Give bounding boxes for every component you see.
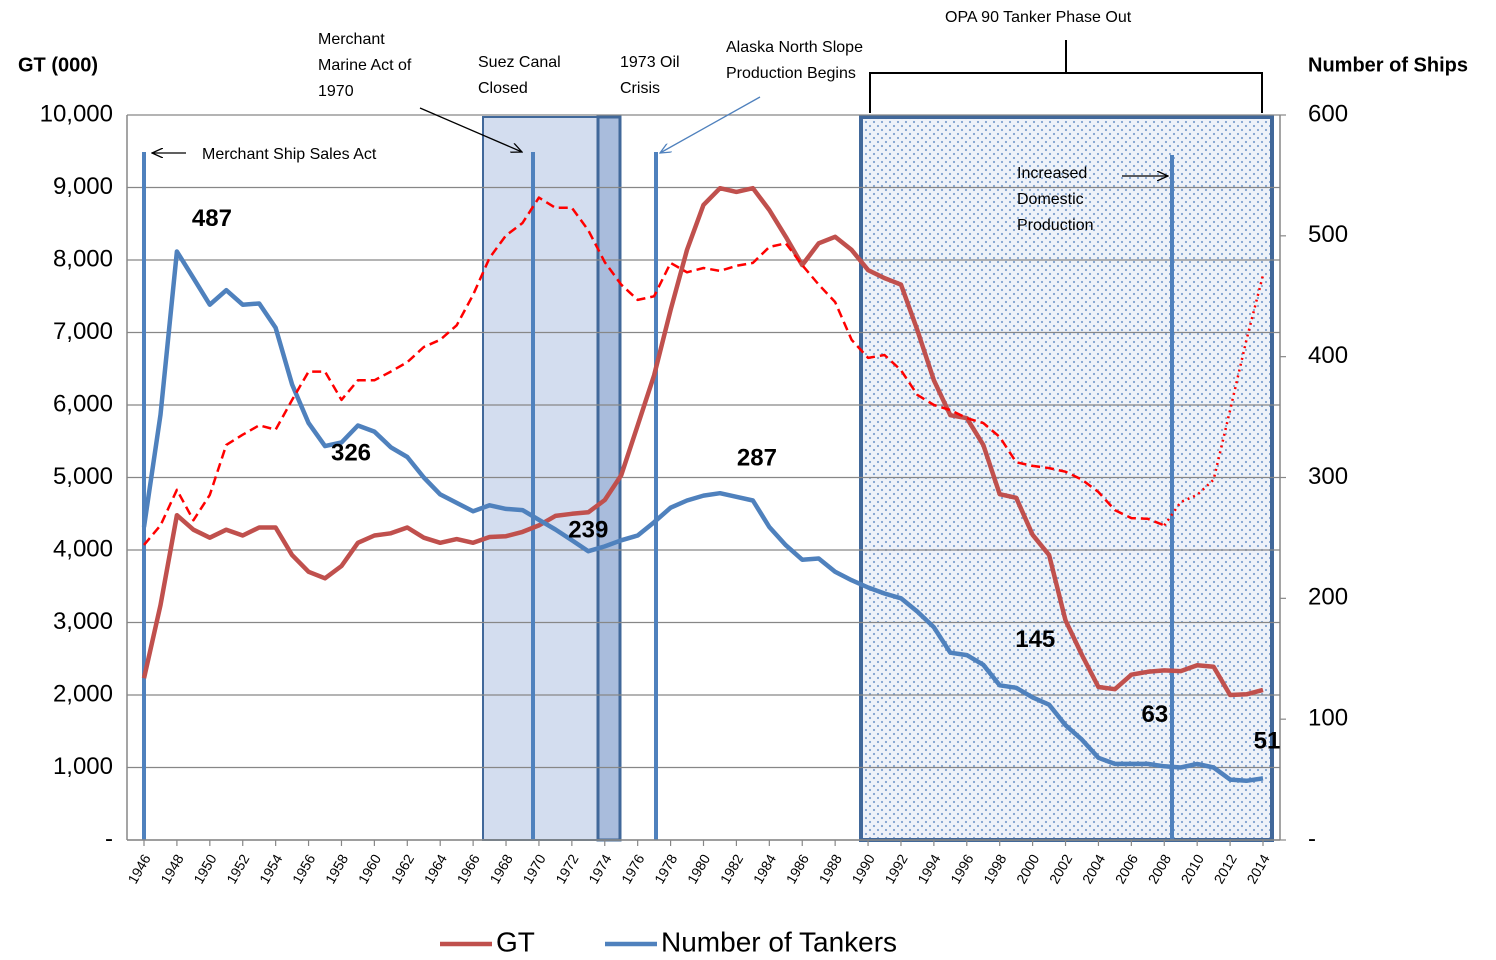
x-tick-label: 1972 [552,851,582,886]
x-tick-label: 2004 [1079,851,1109,886]
x-tick-label: 1966 [453,851,483,886]
data-label: 487 [192,205,232,232]
data-label: 287 [737,445,777,472]
y2-tick-label: - [1308,825,1316,852]
annotation: Suez Canal [478,54,561,71]
y-tick-label: 7,000 [53,318,113,345]
x-tick-label: 2008 [1145,851,1175,886]
x-tick-label: 2006 [1112,851,1142,886]
annotation: Increased [1017,165,1087,182]
y-tick-label: 10,000 [40,100,113,127]
x-tick-label: 1958 [322,851,352,886]
x-tick-label: 2002 [1046,851,1076,886]
x-tick-label: 1976 [618,851,648,886]
x-tick-label: 1974 [585,851,615,886]
x-tick-label: 1988 [816,851,846,886]
opa90-region [859,115,1274,842]
x-tick-label: 1962 [388,851,418,886]
x-tick-label: 1998 [980,851,1010,886]
y2-tick-label: 500 [1308,221,1348,248]
series-line [141,249,1264,784]
arrow [419,107,522,152]
arrow [660,96,761,153]
x-tick-label: 2012 [1210,851,1240,886]
x-tick-label: 1984 [750,851,780,886]
x-tick-label: 1996 [947,851,977,886]
annotation: 1973 Oil [620,54,680,71]
series-line [141,185,1264,698]
x-tick-label: 2014 [1243,851,1273,886]
x-tick-label: 1992 [881,851,911,886]
regions [482,115,1274,842]
annotation: Closed [478,80,528,97]
data-label: 239 [568,517,608,544]
x-tick-label: 1990 [848,851,878,886]
data-label: 326 [331,439,371,466]
x-tick-label: 1968 [486,851,516,886]
y-tick-label: - [105,825,113,852]
annotation-shapes [142,40,1263,840]
y-tick-label: 5,000 [53,463,113,490]
series-line [143,196,1165,546]
x-tick-label: 1946 [124,851,154,886]
y2-tick-label: 200 [1308,584,1348,611]
y-tick-label: 6,000 [53,390,113,417]
y2-tick-label: 600 [1308,100,1348,127]
x-tick-label: 1954 [256,851,286,886]
annotation: Merchant Ship Sales Act [202,146,377,163]
x-tick-label: 1980 [684,851,714,886]
x-tick-label: 2010 [1178,851,1208,886]
x-tick-label: 1994 [914,851,944,886]
legend-label: Number of Tankers [661,926,897,957]
data-label: 63 [1142,701,1169,728]
data-label: 145 [1015,626,1055,653]
y2-axis-title: Number of Ships [1308,54,1468,76]
x-tick-label: 1950 [190,851,220,886]
x-tick-label: 1970 [519,851,549,886]
annotation: Alaska North Slope [726,39,863,56]
y2-tick-label: 400 [1308,342,1348,369]
x-tick-label: 1978 [651,851,681,886]
y-axis-title: GT (000) [18,54,98,76]
y-tick-label: 4,000 [53,535,113,562]
x-tick-label: 1982 [717,851,747,886]
annotation: 1970 [318,83,354,100]
y-tick-label: 3,000 [53,608,113,635]
y-tick-label: 2,000 [53,680,113,707]
x-tick-label: 1960 [355,851,385,886]
y2-tick-label: 100 [1308,705,1348,732]
y-tick-label: 8,000 [53,245,113,272]
x-tick-label: 1956 [289,851,319,886]
annotation: Marine Act of [318,57,412,74]
annotation: OPA 90 Tanker Phase Out [945,9,1132,26]
x-tick-label: 1952 [223,851,253,886]
data-label: 51 [1254,728,1281,755]
y2-tick-label: 300 [1308,463,1348,490]
legend-label: GT [496,926,535,957]
y-tick-label: 1,000 [53,753,113,780]
x-tick-label: 2000 [1013,851,1043,886]
annotation: Domestic [1017,191,1084,208]
annotation: Merchant [318,31,385,48]
x-tick-label: 1948 [157,851,187,886]
x-tick-label: 1964 [421,851,451,886]
x-tick-label: 1986 [783,851,813,886]
bracket [869,40,1263,113]
annotation: Crisis [620,80,660,97]
y-tick-label: 9,000 [53,173,113,200]
annotation: Production Begins [726,65,856,82]
annotation: Production [1017,217,1094,234]
